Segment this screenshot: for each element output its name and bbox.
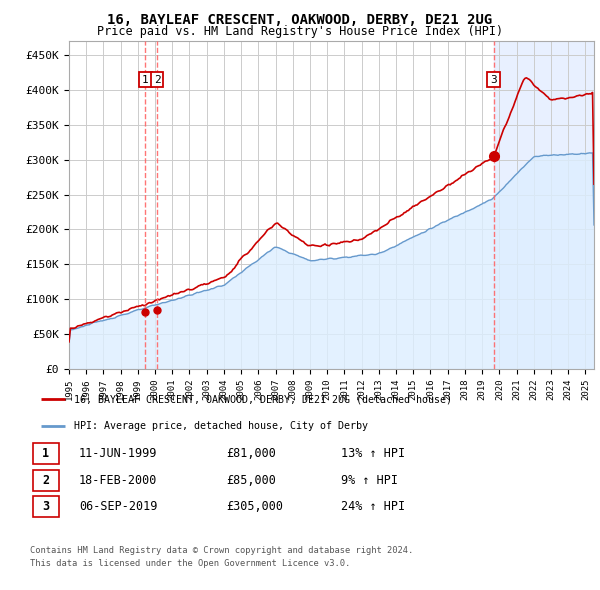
Text: 1: 1 (142, 74, 149, 84)
Text: Price paid vs. HM Land Registry's House Price Index (HPI): Price paid vs. HM Land Registry's House … (97, 25, 503, 38)
Text: 06-SEP-2019: 06-SEP-2019 (79, 500, 158, 513)
Text: HPI: Average price, detached house, City of Derby: HPI: Average price, detached house, City… (74, 421, 368, 431)
Text: 9% ↑ HPI: 9% ↑ HPI (341, 474, 398, 487)
Text: £81,000: £81,000 (227, 447, 277, 460)
Text: 16, BAYLEAF CRESCENT, OAKWOOD, DERBY, DE21 2UG: 16, BAYLEAF CRESCENT, OAKWOOD, DERBY, DE… (107, 13, 493, 27)
Text: 16, BAYLEAF CRESCENT, OAKWOOD, DERBY, DE21 2UG (detached house): 16, BAYLEAF CRESCENT, OAKWOOD, DERBY, DE… (74, 394, 452, 404)
Text: 2: 2 (154, 74, 161, 84)
Text: 18-FEB-2000: 18-FEB-2000 (79, 474, 158, 487)
Text: 2: 2 (42, 474, 49, 487)
FancyBboxPatch shape (33, 443, 59, 464)
Text: 3: 3 (490, 74, 497, 84)
Text: 3: 3 (42, 500, 49, 513)
Text: This data is licensed under the Open Government Licence v3.0.: This data is licensed under the Open Gov… (30, 559, 350, 568)
Text: 11-JUN-1999: 11-JUN-1999 (79, 447, 158, 460)
Bar (494, 41, 594, 369)
FancyBboxPatch shape (33, 496, 59, 517)
Text: 1: 1 (42, 447, 49, 460)
Text: 24% ↑ HPI: 24% ↑ HPI (341, 500, 406, 513)
Text: £305,000: £305,000 (227, 500, 284, 513)
Text: 13% ↑ HPI: 13% ↑ HPI (341, 447, 406, 460)
FancyBboxPatch shape (33, 470, 59, 491)
Text: £85,000: £85,000 (227, 474, 277, 487)
Text: Contains HM Land Registry data © Crown copyright and database right 2024.: Contains HM Land Registry data © Crown c… (30, 546, 413, 555)
